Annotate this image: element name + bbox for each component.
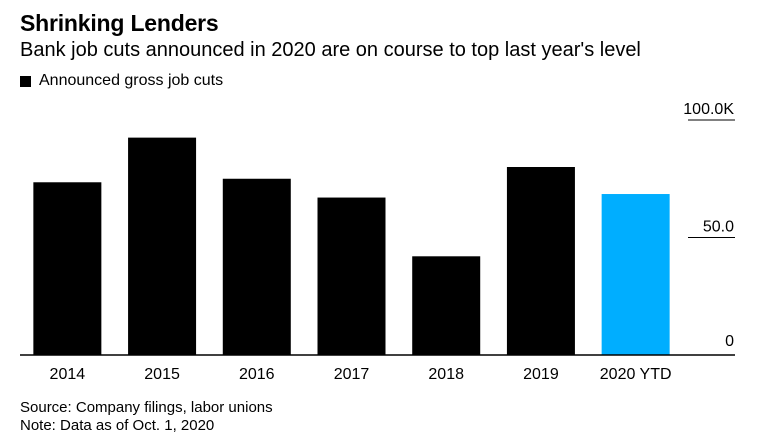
x-tick-label: 2015 [144,366,180,383]
bar-2018 [412,256,481,355]
x-tick-label: 2018 [428,366,464,383]
bar-2017 [317,197,386,355]
y-tick-label: 100.0K [683,101,734,118]
note-text: Note: Data as of Oct. 1, 2020 [20,417,215,434]
legend-label: Announced gross job cuts [39,72,224,89]
x-tick-label: 2014 [50,366,86,383]
source-text: Source: Company filings, labor unions [20,399,273,416]
x-tick-label: 2020 YTD [600,366,672,383]
x-tick-label: 2019 [523,366,559,383]
chart-title: Shrinking Lenders [20,10,219,36]
x-tick-label: 2016 [239,366,275,383]
legend-swatch [20,75,31,87]
bar-2019 [506,167,575,355]
y-tick-label: 0 [725,333,734,350]
bar-2016 [222,178,291,355]
chart-subtitle: Bank job cuts announced in 2020 are on c… [20,39,641,61]
bar-2014 [33,182,102,355]
legend: Announced gross job cuts [20,72,223,90]
bar-2015 [128,137,197,355]
y-tick-label: 50.0 [703,219,734,236]
bar-2020-ytd [601,194,670,355]
x-tick-label: 2017 [334,366,370,383]
source-notes: Source: Company filings, labor unions No… [20,399,273,435]
